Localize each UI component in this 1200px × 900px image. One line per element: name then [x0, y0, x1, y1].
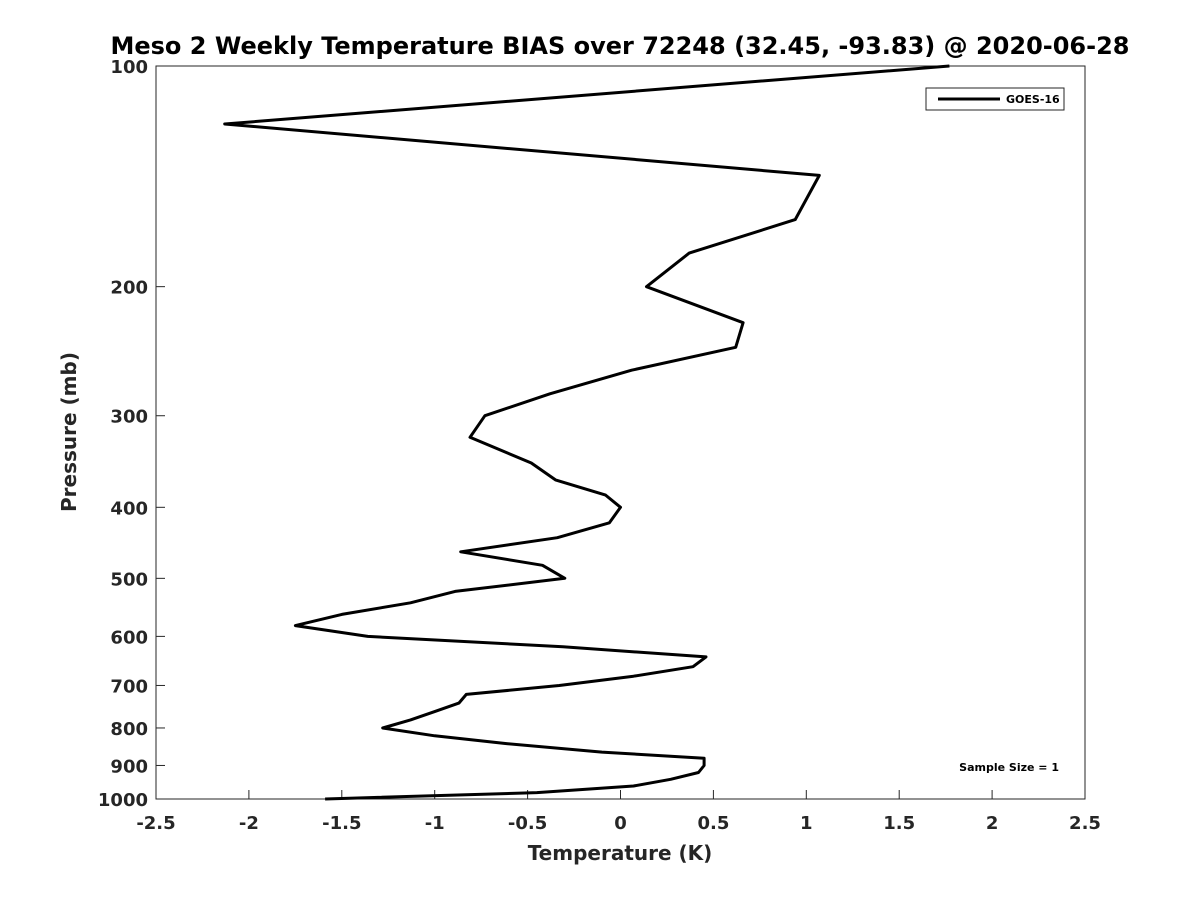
- y-tick-label: 600: [110, 627, 148, 648]
- x-tick-label: 1: [800, 813, 813, 834]
- chart-title: Meso 2 Weekly Temperature BIAS over 7224…: [110, 32, 1129, 60]
- x-tick-label: 0.5: [697, 813, 729, 834]
- y-tick-label: 100: [110, 57, 148, 78]
- x-tick-label: 1.5: [883, 813, 915, 834]
- y-tick-label: 500: [110, 569, 148, 590]
- x-tick-label: 0: [614, 813, 627, 834]
- y-tick-label: 200: [110, 278, 148, 299]
- y-axis-label: Pressure (mb): [57, 352, 81, 512]
- y-tick-label: 300: [110, 407, 148, 428]
- x-tick-label: -2.5: [136, 813, 175, 834]
- x-tick-label: -2: [239, 813, 259, 834]
- y-axis: 100 200 300 400 500 600 700 800 900 1000: [98, 57, 165, 811]
- legend: GOES-16: [925, 87, 1065, 111]
- x-axis-label: Temperature (K): [528, 841, 713, 865]
- x-tick-label: 2.5: [1069, 813, 1101, 834]
- sample-size-annotation: Sample Size = 1: [959, 761, 1059, 774]
- x-tick-label: -1: [425, 813, 445, 834]
- y-tick-label: 900: [110, 756, 148, 777]
- x-tick-label: -0.5: [508, 813, 547, 834]
- series-layer: [223, 64, 950, 801]
- y-tick-label: 800: [110, 719, 148, 740]
- plot-area: [155, 65, 1086, 800]
- y-tick-label: 400: [110, 498, 148, 519]
- y-tick-label: 1000: [98, 790, 148, 811]
- x-tick-label: -1.5: [322, 813, 361, 834]
- x-axis: -2.5 -2 -1.5 -1 -0.5 0 0.5 1 1.5 2 2.5: [136, 790, 1101, 834]
- y-tick-label: 700: [110, 676, 148, 697]
- series-line-goes-16: [223, 64, 950, 801]
- x-tick-label: 2: [986, 813, 999, 834]
- legend-label: GOES-16: [1006, 93, 1060, 106]
